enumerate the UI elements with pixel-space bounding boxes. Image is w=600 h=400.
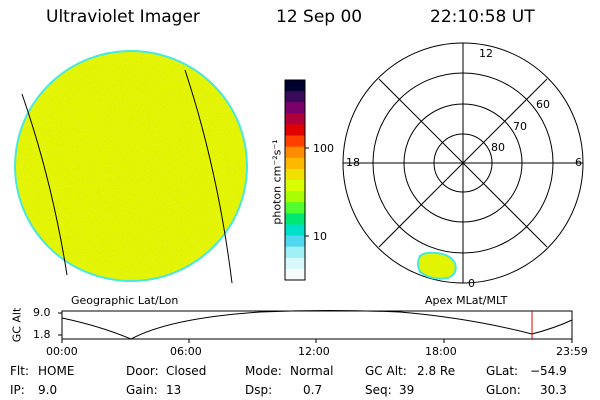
longitude-line-right — [184, 69, 233, 284]
polar-plot — [342, 42, 584, 284]
altitude-xtick-0000: 00:00 — [46, 345, 78, 358]
door-label: Door: — [126, 364, 159, 378]
gain-label: Gain: — [126, 383, 158, 397]
date-label: 12 Sep 00 — [276, 7, 363, 27]
mode-value: Normal — [290, 364, 334, 378]
glon-label: GLon: — [486, 383, 521, 397]
glat-value: −54.9 — [530, 364, 567, 378]
earth-disk-image — [14, 50, 248, 282]
seq-value: 39 — [399, 383, 415, 397]
color-bar-stripe — [285, 146, 305, 159]
lat-label-80: 80 — [491, 141, 505, 154]
color-bar-stripe — [285, 268, 305, 281]
color-bar-stripe — [285, 213, 305, 225]
color-bar-stripe — [285, 180, 305, 192]
altitude-xtick-1200: 12:00 — [298, 345, 330, 358]
gcalt-value: 2.8 Re — [417, 364, 456, 378]
altitude-ytick-1-8: 1.8 — [33, 328, 51, 341]
color-bar-tick-label-10: 10 — [313, 230, 327, 243]
color-bar-stripe — [285, 246, 305, 259]
seq-label: Seq: — [365, 383, 392, 397]
color-bar-stripe — [285, 157, 305, 170]
mlt-label-12: 12 — [479, 47, 493, 60]
color-bar-stripe — [285, 91, 305, 103]
color-bar-stripe — [285, 224, 305, 237]
apex-label: Apex MLat/MLT — [425, 294, 508, 307]
color-bar-unit-label: photon cm⁻²s⁻¹ — [270, 139, 284, 225]
altitude-xtick-2359: 23:59 — [556, 345, 588, 358]
ip-value: 9.0 — [38, 383, 58, 397]
color-bar-stripe — [285, 124, 305, 137]
flt-label: Flt: — [10, 364, 29, 378]
instrument-title: Ultraviolet Imager — [46, 7, 200, 27]
mlt-label-0: 0 — [468, 277, 475, 290]
geographic-label: Geographic Lat/Lon — [71, 294, 179, 307]
color-bar-stripe — [285, 191, 305, 203]
lat-label-70: 70 — [513, 120, 527, 133]
color-bar-stripe — [285, 80, 305, 92]
ip-label: IP: — [10, 383, 25, 397]
auroral-blob — [417, 251, 457, 280]
altitude-curve — [61, 310, 573, 340]
glon-value: 30.3 — [540, 383, 567, 397]
dsp-label: Dsp: — [245, 383, 273, 397]
door-value: Closed — [166, 364, 207, 378]
altitude-ylabel: GC Alt — [10, 307, 24, 343]
mlt-label-6: 6 — [575, 156, 582, 169]
altitude-plot-ticks — [58, 312, 573, 343]
color-bar-stripe — [285, 135, 305, 148]
color-bar-frame — [284, 79, 306, 281]
color-bar-stripe — [285, 168, 305, 181]
time-label: 22:10:58 UT — [430, 7, 535, 27]
glat-label: GLat: — [486, 364, 519, 378]
dsp-value: 0.7 — [303, 383, 323, 397]
color-bar-stripe — [285, 202, 305, 214]
color-bar-tick-label-100: 100 — [313, 142, 334, 155]
color-bar-stripe — [285, 102, 305, 114]
lat-label-60: 60 — [536, 98, 550, 111]
gcalt-label: GC Alt: — [365, 364, 407, 378]
color-bar-stripe — [285, 235, 305, 248]
color-bar-stripe — [285, 257, 305, 270]
mlt-label-18: 18 — [346, 156, 360, 169]
color-bar — [285, 80, 305, 281]
altitude-ytick-9: 9.0 — [33, 306, 51, 319]
mode-label: Mode: — [245, 364, 282, 378]
altitude-xtick-0600: 06:00 — [170, 345, 202, 358]
altitude-xtick-1800: 18:00 — [425, 345, 457, 358]
color-bar-stripe — [285, 113, 305, 125]
flt-value: HOME — [38, 364, 75, 378]
gain-value: 13 — [166, 383, 182, 397]
longitude-line-left — [21, 93, 68, 276]
